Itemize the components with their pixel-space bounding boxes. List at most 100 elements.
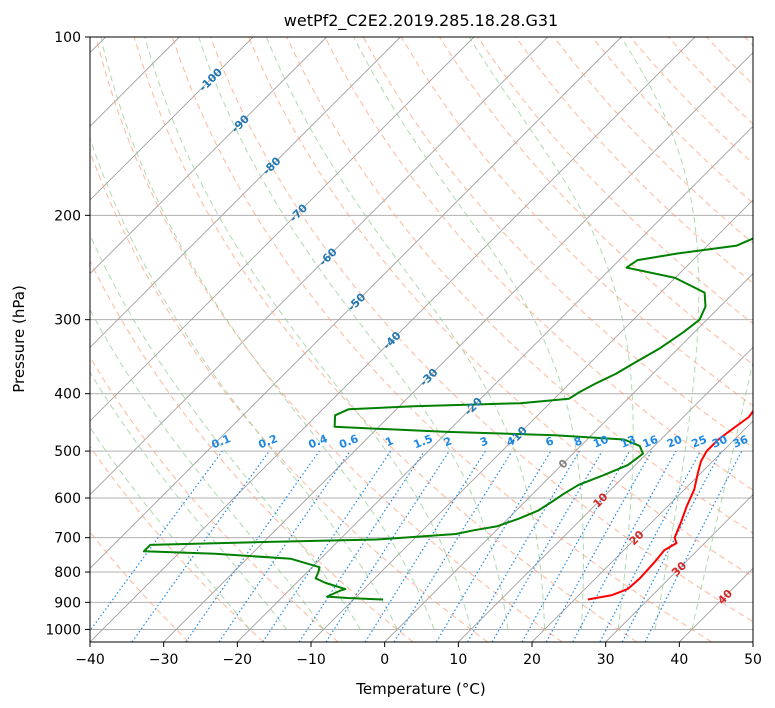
- chart-title: wetPf2_C2E2.2019.285.18.28.G31: [284, 11, 558, 31]
- dry-adiabat-line: [668, 37, 753, 125]
- mixing-ratio-line: [262, 450, 392, 642]
- isotherm-line: [90, 37, 622, 569]
- isotherm-label: -20: [462, 395, 485, 418]
- isotherm-label: 40: [715, 587, 735, 607]
- mixing-ratio-label: 1: [383, 434, 395, 449]
- mixing-ratio-label: 0.2: [257, 432, 280, 451]
- isotherm-line: [90, 37, 327, 275]
- x-tick-label: −30: [149, 652, 179, 668]
- mixing-ratio-line: [298, 450, 425, 642]
- mixing-ratio-line: [131, 450, 270, 642]
- x-tick-label: −10: [296, 652, 326, 668]
- isotherm-label: -80: [260, 154, 283, 177]
- isotherm-label: -40: [380, 329, 403, 352]
- mixing-ratio-line: [644, 450, 743, 642]
- mixing-ratio-line: [545, 450, 653, 642]
- moist-adiabat-line: [691, 358, 753, 630]
- dry-adiabat-line: [90, 445, 264, 642]
- mixing-ratio-label: 0.4: [307, 432, 330, 451]
- isotherm-line: [90, 37, 254, 201]
- temperature-trace: [587, 409, 753, 601]
- mixing-ratio-line: [325, 450, 450, 642]
- x-tick-label: 10: [449, 652, 467, 668]
- x-tick-label: 20: [523, 652, 541, 668]
- dry-adiabat-line: [248, 37, 753, 578]
- x-tick-label: 30: [597, 652, 615, 668]
- isotherm-label: 10: [591, 490, 611, 510]
- isotherm-line: [605, 494, 753, 642]
- moist-adiabat-line: [198, 37, 509, 630]
- isotherm-label: -90: [229, 112, 252, 135]
- mixing-ratio-line: [521, 450, 631, 642]
- moist-adiabat-line: [144, 37, 472, 630]
- moist-adiabat-line: [265, 37, 546, 630]
- dry-adiabat-line: [591, 37, 753, 204]
- x-axis-label: Temperature (°C): [355, 680, 485, 698]
- y-tick-label: 1000: [45, 622, 81, 638]
- dry-adiabat-line: [515, 37, 753, 284]
- profile-traces: [142, 237, 753, 601]
- x-axis-ticks: −40 −30 −20 −10 0 10 20 30 40 50: [75, 642, 762, 668]
- isotherm-label: -100: [196, 65, 225, 94]
- isotherm-line: [752, 641, 753, 642]
- dry-adiabat-line: [90, 150, 488, 642]
- mixing-ratio-line: [435, 450, 552, 642]
- isotherm-line: [90, 37, 548, 496]
- isotherm-label: 20: [627, 528, 647, 548]
- moist-adiabat-line: [90, 136, 398, 630]
- mixing-ratio-label: 6: [544, 434, 556, 449]
- mixing-ratio-label: 20: [665, 433, 684, 451]
- x-tick-label: 50: [744, 652, 762, 668]
- isotherm-line: [90, 37, 696, 642]
- mixing-ratio-line: [599, 450, 702, 642]
- moist-adiabat-line: [90, 426, 251, 630]
- dewpoint-trace: [142, 237, 753, 601]
- x-tick-label: 40: [670, 652, 688, 668]
- isotherm-label: -60: [317, 245, 340, 268]
- dry-adiabat-line: [90, 259, 414, 642]
- isotherm-line: [384, 273, 753, 642]
- y-tick-label: 200: [54, 208, 81, 224]
- mixing-ratio-label: 30: [710, 433, 729, 451]
- mixing-ratio-label: 13: [619, 433, 638, 451]
- mixing-ratio-label: 16: [641, 433, 660, 451]
- dry-adiabat-line: [286, 37, 753, 534]
- mixing-ratio-line: [185, 450, 320, 642]
- mixing-ratio-line: [364, 450, 486, 642]
- isotherm-label: -30: [417, 366, 440, 389]
- moist-adiabat-line: [100, 37, 435, 630]
- y-tick-label: 900: [54, 595, 81, 611]
- moist-adiabat-line: [90, 308, 325, 630]
- mixing-ratio-label: 0.1: [210, 432, 233, 451]
- isotherm-line: [237, 125, 753, 642]
- mixing-ratio-label: 36: [731, 433, 750, 451]
- dry-adiabat-line: [90, 356, 339, 642]
- x-tick-label: −20: [223, 652, 253, 668]
- mixing-ratio-label: 10: [591, 433, 610, 451]
- isotherm-line: [90, 37, 401, 348]
- isotherm-label: 30: [669, 559, 689, 579]
- isotherm-line: [531, 420, 753, 642]
- isotherm-label: -50: [345, 290, 368, 313]
- moist-adiabat-line: [353, 37, 584, 630]
- y-tick-label: 400: [54, 387, 81, 403]
- y-tick-label: 100: [54, 30, 81, 46]
- mixing-ratio-line: [218, 450, 351, 642]
- y-tick-label: 500: [54, 444, 81, 460]
- plot-frame: [89, 36, 754, 643]
- isotherm-line: [90, 37, 475, 422]
- mixing-ratio-label: 2: [442, 434, 454, 449]
- moist-adiabat-line: [620, 37, 700, 630]
- mixing-ratio-line: [393, 450, 513, 642]
- dry-adiabat-line: [706, 37, 753, 86]
- mixing-ratio-label: 8: [572, 434, 584, 449]
- isotherm-line: [679, 567, 753, 642]
- dry-adiabat-line: [324, 37, 753, 491]
- y-axis-ticks: 100 200 300 400 500 600 700 800 900 1000: [45, 30, 90, 638]
- dry-adiabat-line: [744, 37, 753, 47]
- y-axis-label: Pressure (hPa): [10, 285, 28, 393]
- mixing-ratio-line: [572, 450, 677, 642]
- moist-adiabat-line: [90, 371, 288, 630]
